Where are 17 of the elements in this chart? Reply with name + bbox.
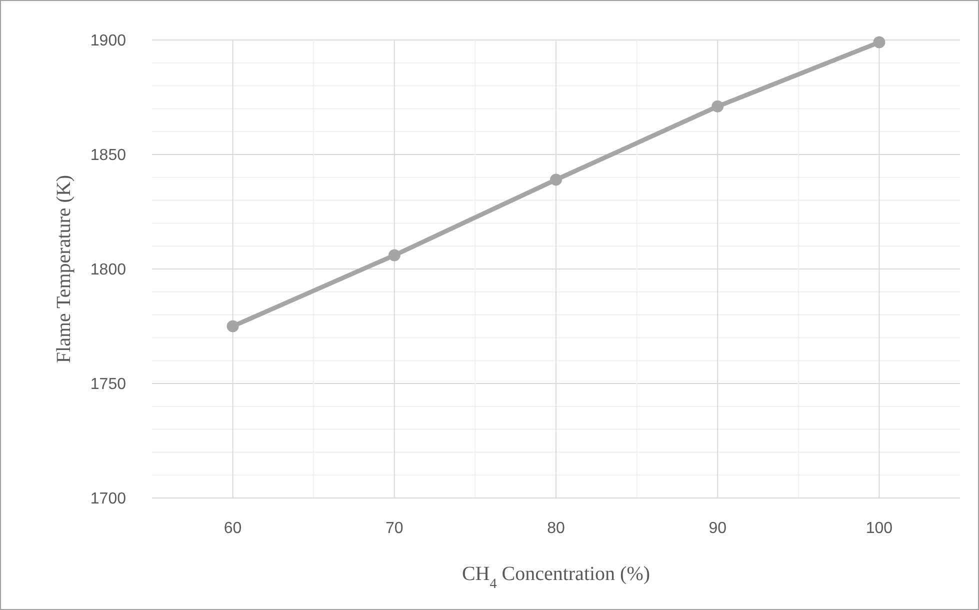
point bbox=[712, 100, 724, 112]
point bbox=[388, 249, 400, 262]
x-tick-label: 80 bbox=[547, 520, 565, 537]
x-axis-title: CH$_{4}$ Concentration (%) bbox=[462, 563, 650, 592]
x-tick-label: 60 bbox=[224, 520, 242, 537]
x-tick-label: 100 bbox=[866, 520, 893, 537]
point bbox=[873, 36, 886, 48]
point bbox=[226, 320, 239, 332]
y-axis-title: Flame Temperature (K) bbox=[53, 174, 75, 364]
y-tick-label: 1750 bbox=[90, 376, 126, 394]
x-tick-label: 70 bbox=[386, 520, 404, 537]
point bbox=[550, 174, 562, 186]
x-tick-label: 90 bbox=[708, 520, 727, 537]
y-tick-label: 1850 bbox=[90, 147, 126, 164]
y-tick-label: 1800 bbox=[90, 262, 126, 279]
y-tick-label: 1700 bbox=[90, 490, 126, 508]
y-tick-label: 1900 bbox=[90, 32, 126, 50]
